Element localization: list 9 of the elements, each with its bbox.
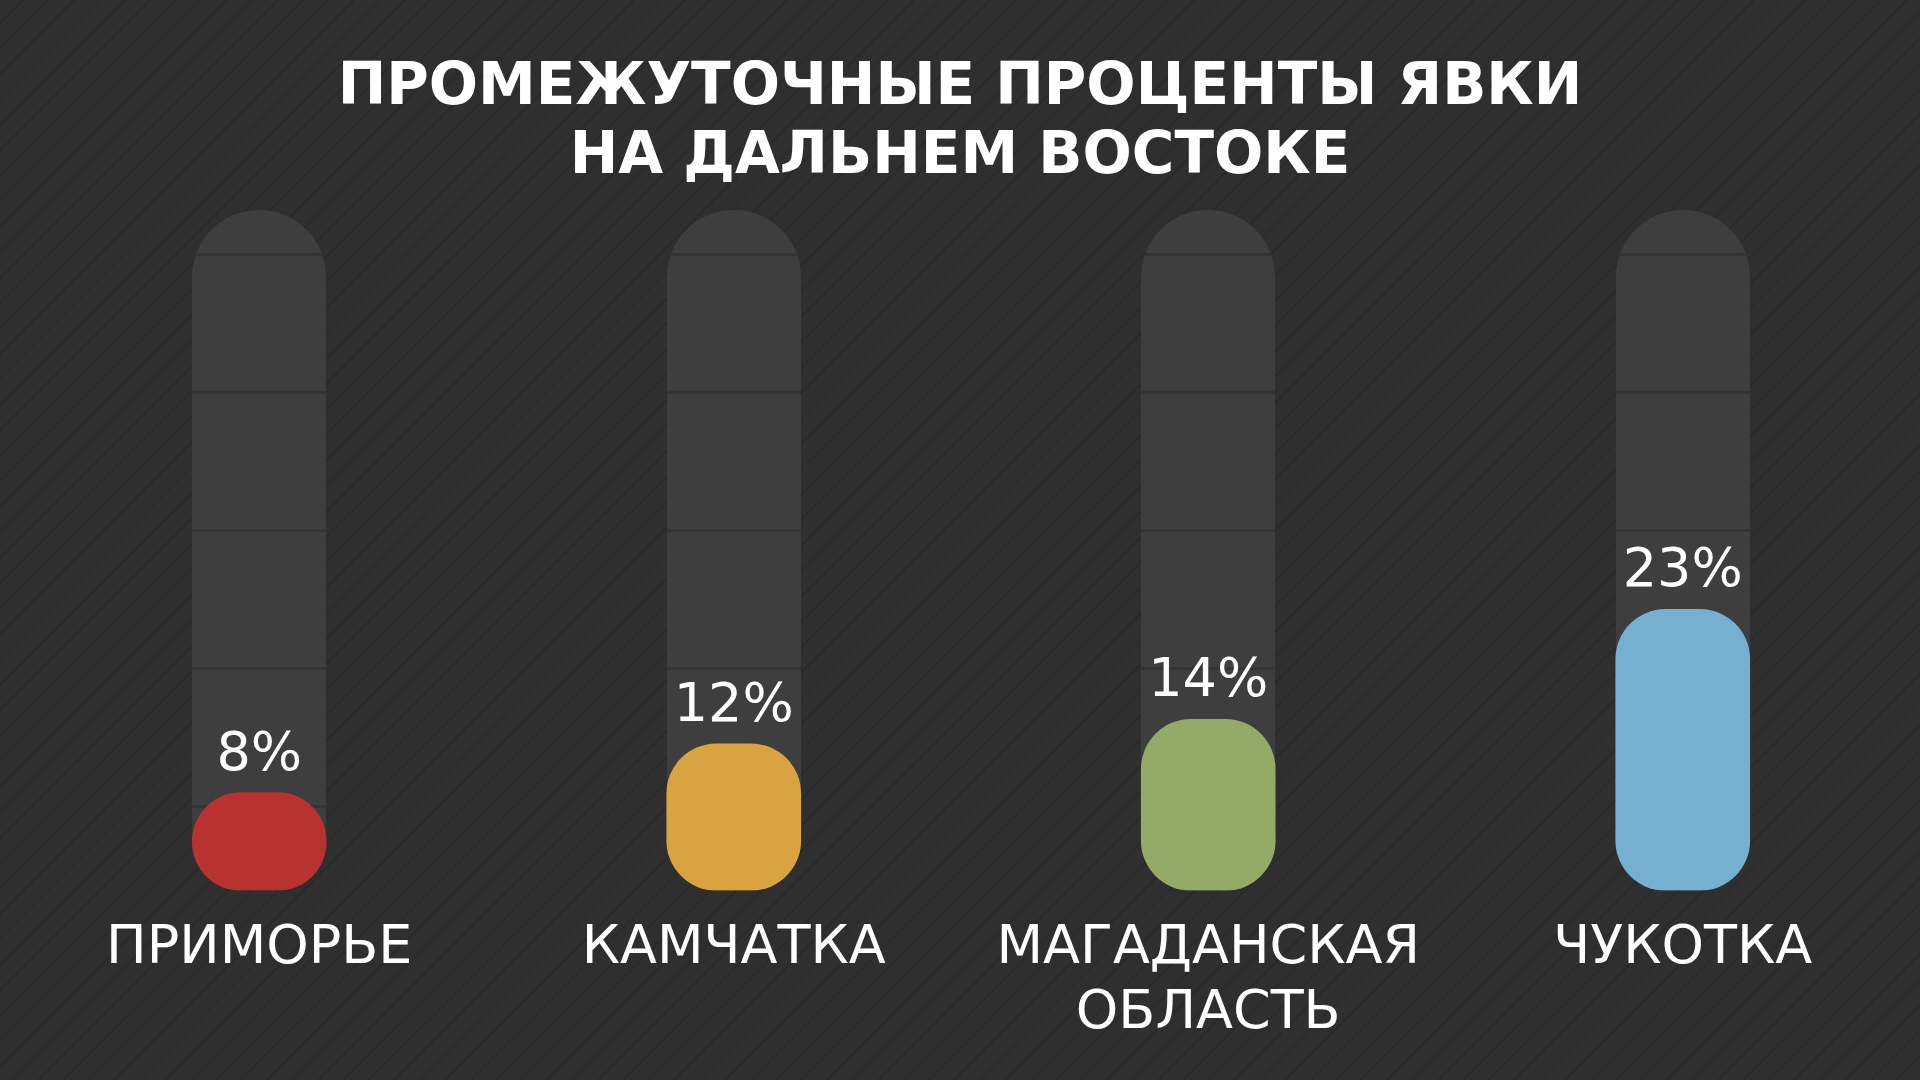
data-label: 12% xyxy=(673,670,794,734)
x-tick-label: МАГАДАНСКАЯ ОБЛАСТЬ xyxy=(996,912,1421,1041)
data-label: 23% xyxy=(1622,536,1743,600)
x-tick-label: КАМЧАТКА xyxy=(581,912,886,976)
data-label: 8% xyxy=(216,719,303,783)
chart-title: ПРОМЕЖУТОЧНЫЕ ПРОЦЕНТЫ ЯВКИ НА ДАЛЬНЕМ ВОСТОКЕ xyxy=(336,50,1584,188)
x-tick-label: ПРИМОРЬЕ xyxy=(106,912,413,976)
data-label: 14% xyxy=(1148,646,1269,710)
x-tick-label: ЧУКОТКА xyxy=(1553,912,1813,976)
